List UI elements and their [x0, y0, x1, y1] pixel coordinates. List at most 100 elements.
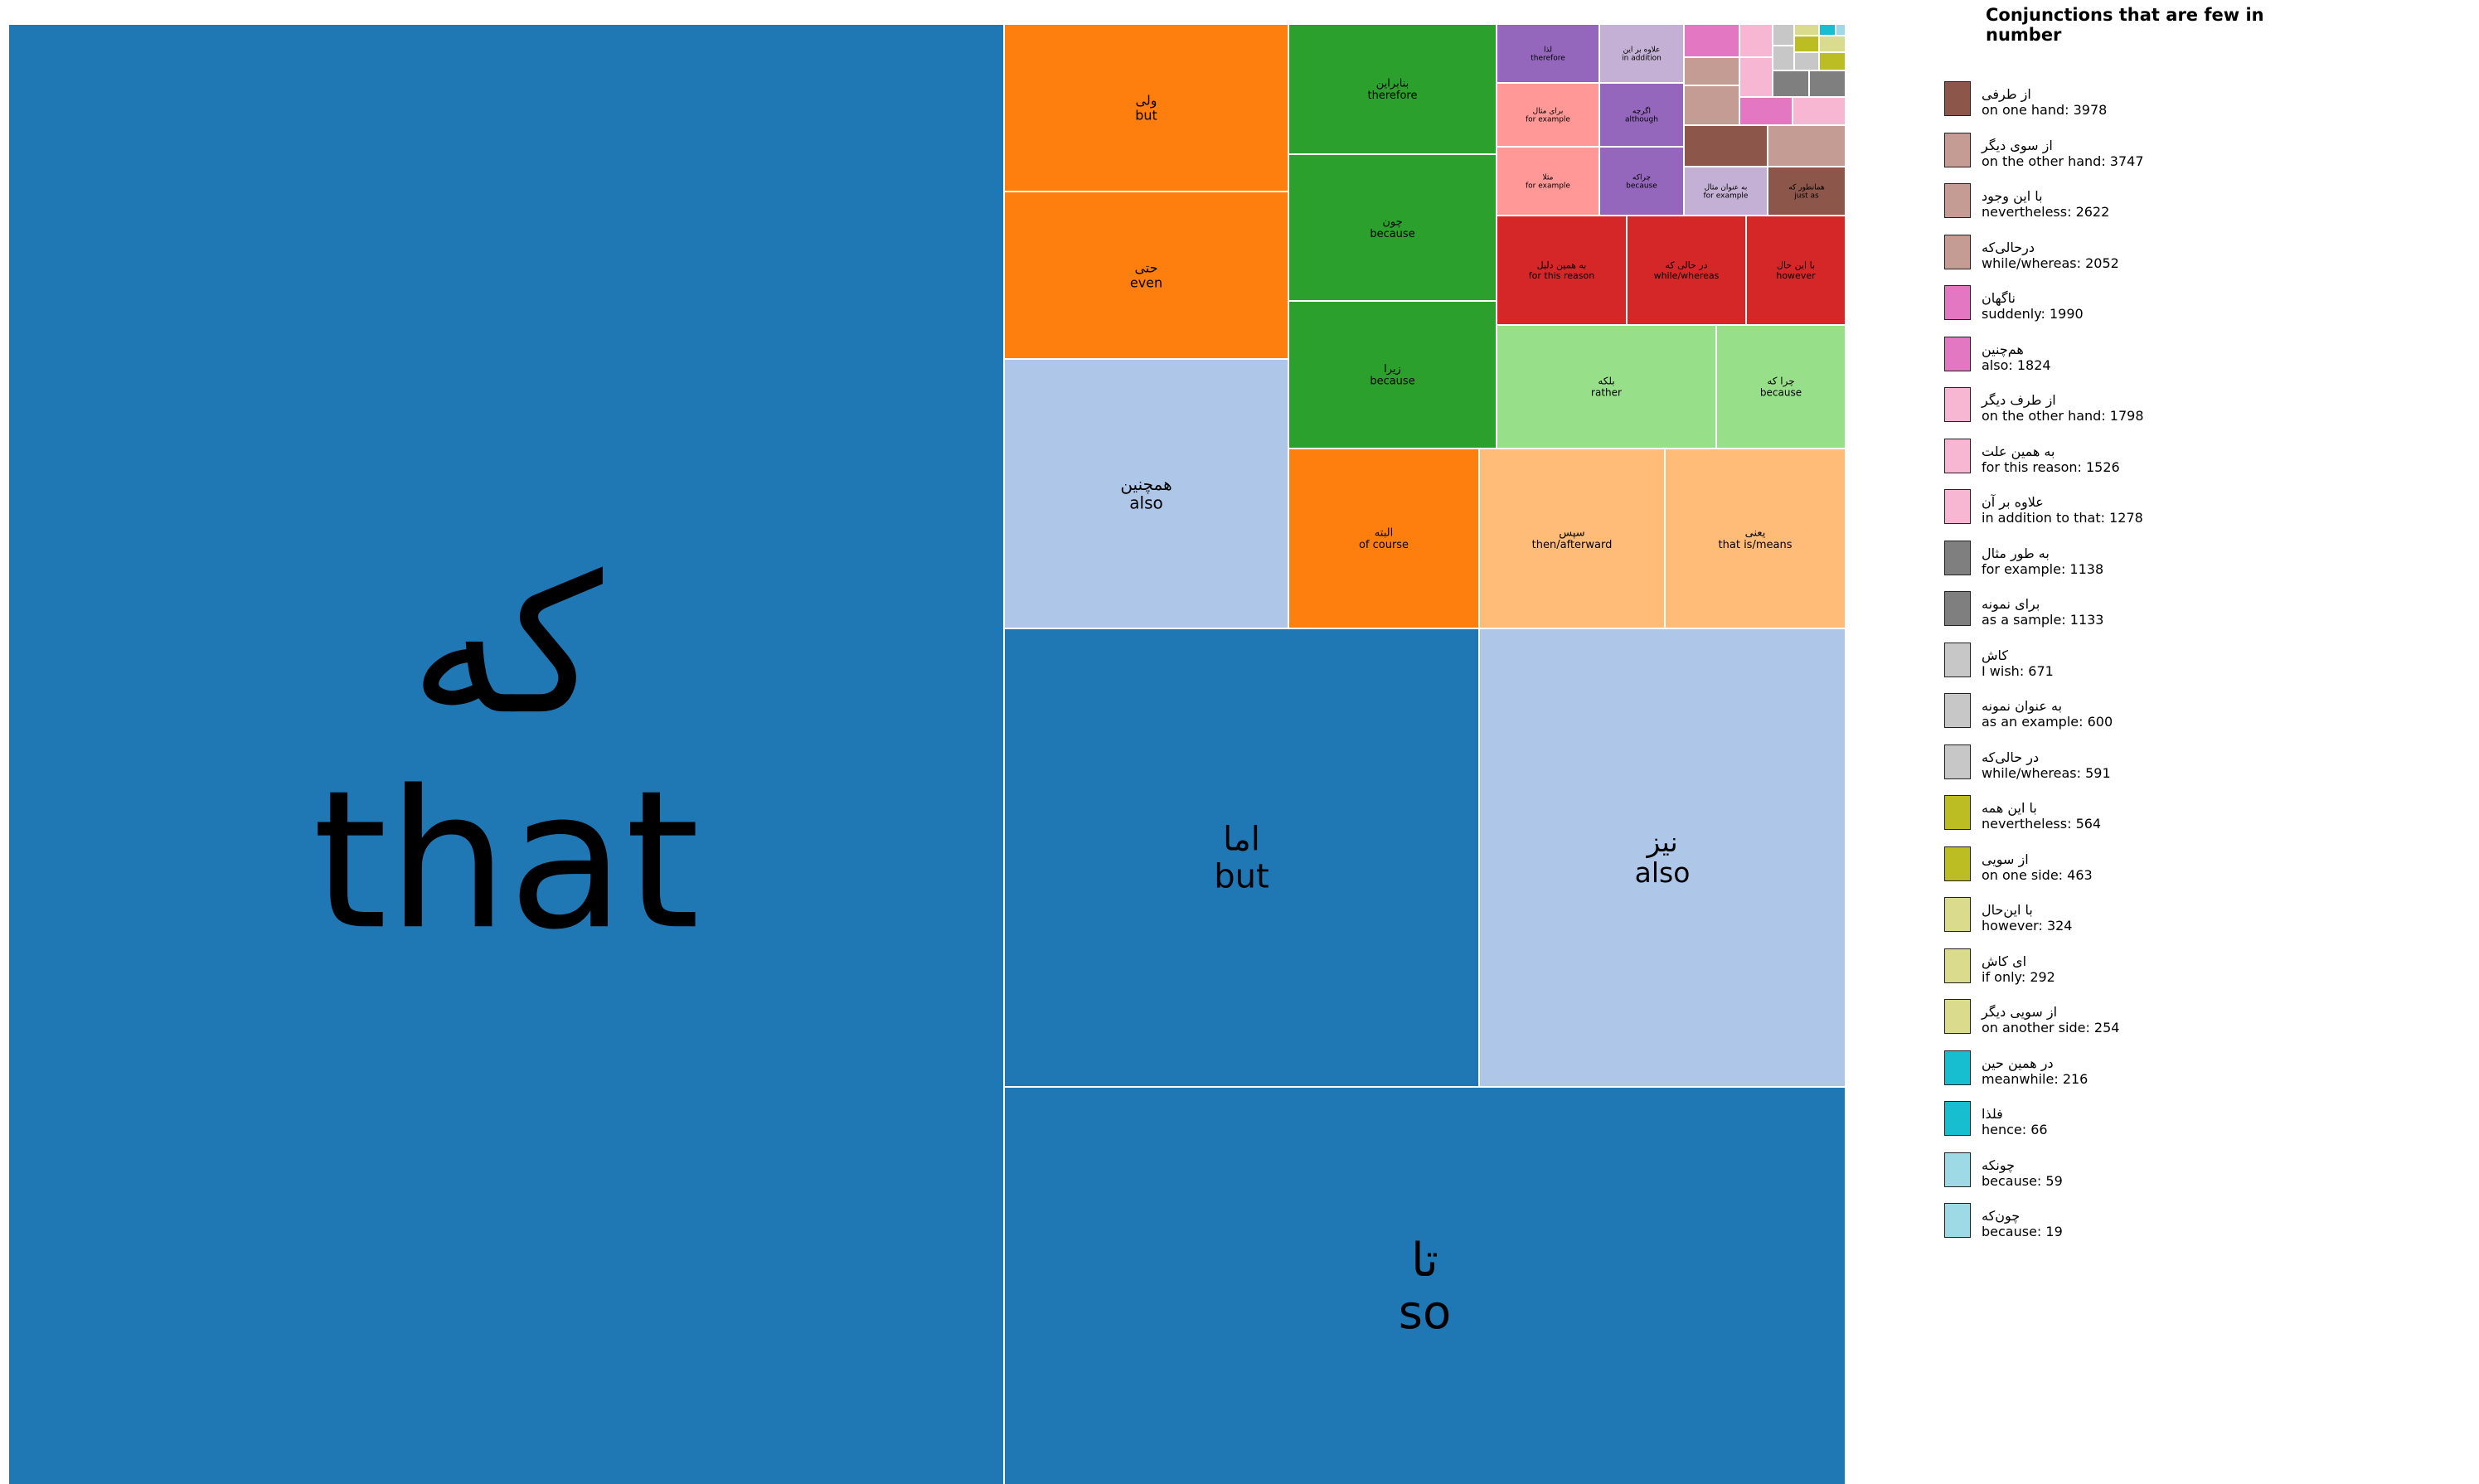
- legend-label-fa: در همین حین: [1982, 1055, 2054, 1071]
- treemap-tile-rect: [1664, 448, 1846, 629]
- tile-label-fa: به همین دلیل: [1537, 259, 1587, 270]
- legend-item: با این‌حال however: 324: [1944, 895, 2375, 935]
- treemap-tile-rect: [1745, 215, 1846, 326]
- legend-swatch: [1944, 183, 1971, 218]
- legend-label-fa: با این همه: [1982, 800, 2037, 816]
- tile-label-en: of course: [1359, 539, 1409, 551]
- treemap-tile-rect: [1288, 300, 1497, 449]
- tile-label-en: for this reason: [1529, 270, 1594, 281]
- tile-label-fa: که: [410, 536, 603, 757]
- legend-swatch: [1944, 744, 1971, 779]
- legend-swatch: [1944, 1152, 1971, 1187]
- treemap-tile-rect: [1683, 85, 1740, 126]
- treemap-tile-rect: [1003, 1086, 1846, 1484]
- legend-swatch: [1944, 285, 1971, 320]
- legend-label-en: on another side: 254: [1982, 1020, 2120, 1035]
- tile-label-fa: حتی: [1134, 259, 1157, 275]
- legend-item: با این همه nevertheless: 564: [1944, 793, 2375, 833]
- legend-swatch: [1944, 81, 1971, 116]
- tile-label-fa: نیز: [1645, 826, 1677, 858]
- treemap-tile: [1683, 85, 1740, 126]
- treemap-tile: [1793, 23, 1820, 36]
- legend-label: کاش I wish: 671: [1982, 647, 2054, 679]
- tile-label-fa: البته: [1375, 527, 1393, 540]
- treemap-tile-rect: [1478, 628, 1846, 1088]
- tile-label-en: therefore: [1531, 55, 1565, 63]
- legend-label: چون‌که because: 19: [1982, 1208, 2063, 1239]
- tile-label-en: therefore: [1368, 90, 1418, 102]
- treemap-tile: [1683, 23, 1740, 58]
- legend-item: چونکه because: 59: [1944, 1151, 2375, 1191]
- tile-label-fa: برای مثال: [1533, 107, 1564, 115]
- legend-swatch: [1944, 795, 1971, 830]
- legend-label-fa: از طرف دیگر: [1982, 392, 2056, 408]
- tile-label-en: for example: [1526, 182, 1570, 191]
- legend-label: به همین علت for this reason: 1526: [1982, 444, 2120, 475]
- legend-label-fa: فلذا: [1982, 1106, 2003, 1122]
- legend-label-fa: برای نمونه: [1982, 596, 2040, 612]
- legend-swatch: [1944, 234, 1971, 269]
- legend-item: از سویی on one side: 463: [1944, 845, 2375, 885]
- legend-label-en: on one hand: 3978: [1982, 102, 2108, 118]
- treemap-tile-rect: [1496, 324, 1717, 449]
- tile-label-fa: بلکه: [1598, 376, 1614, 387]
- legend-label-en: I wish: 671: [1982, 662, 2054, 679]
- legend-label-en: nevertheless: 2622: [1982, 204, 2110, 220]
- legend-label-en: however: 324: [1982, 918, 2073, 934]
- legend-swatch: [1944, 693, 1971, 728]
- legend-label-en: on the other hand: 1798: [1982, 408, 2144, 424]
- tile-label-fa: مثلا: [1543, 173, 1554, 182]
- legend-label-en: because: 59: [1982, 1172, 2063, 1189]
- legend-swatch: [1944, 336, 1971, 371]
- legend-item: به همین علت for this reason: 1526: [1944, 437, 2375, 477]
- tile-label-en: so: [1399, 1286, 1451, 1340]
- legend-label: با این همه nevertheless: 564: [1982, 800, 2101, 832]
- treemap-tile: [1739, 96, 1793, 126]
- treemap-tile: [1818, 35, 1846, 53]
- treemap-tile: [1739, 23, 1773, 58]
- treemap-tile-rect: [1003, 358, 1289, 629]
- legend-label-en: if only: 292: [1982, 968, 2055, 985]
- legend-swatch: [1944, 1050, 1971, 1085]
- legend-label-fa: چون‌که: [1982, 1208, 2021, 1224]
- treemap-tile-rect: [1598, 82, 1685, 148]
- treemap-tile-rect: [1772, 70, 1810, 98]
- legend-swatch: [1944, 132, 1971, 167]
- treemap-tile: [1792, 96, 1846, 126]
- tile-label-en: but: [1135, 107, 1157, 123]
- tile-label-fa: علاوه بر این: [1623, 46, 1661, 54]
- tile-label-en: however: [1776, 270, 1816, 281]
- legend-label: در همین حین meanwhile: 216: [1982, 1055, 2088, 1087]
- treemap-tile: [1683, 124, 1768, 167]
- legend-swatch: [1944, 846, 1971, 881]
- treemap-tile: [1818, 23, 1836, 36]
- treemap-tile-rect: [1818, 23, 1836, 36]
- legend-label: به طور مثال for example: 1138: [1982, 546, 2103, 577]
- legend-item: فلذا hence: 66: [1944, 1099, 2375, 1139]
- legend-label-en: in addition to that: 1278: [1982, 510, 2143, 526]
- tile-label-fa: زیرا: [1384, 363, 1401, 376]
- tile-label-fa: تا: [1411, 1234, 1438, 1288]
- legend-swatch: [1944, 1101, 1971, 1136]
- treemap-tile: [1808, 70, 1846, 98]
- tile-label-en: also: [1635, 856, 1691, 889]
- legend-label: از طرفی on one hand: 3978: [1982, 86, 2107, 118]
- legend-item: با این وجود nevertheless: 2622: [1944, 182, 2375, 221]
- legend-label-fa: در حالی‌که: [1982, 749, 2040, 765]
- legend-label-en: as a sample: 1133: [1982, 612, 2104, 628]
- legend-swatch: [1944, 948, 1971, 983]
- treemap-tile-rect: [1739, 96, 1793, 126]
- legend-item: علاوه بر آن in addition to that: 1278: [1944, 487, 2375, 527]
- legend-label-fa: از طرفی: [1982, 86, 2031, 102]
- treemap-tile-rect: [1598, 146, 1685, 216]
